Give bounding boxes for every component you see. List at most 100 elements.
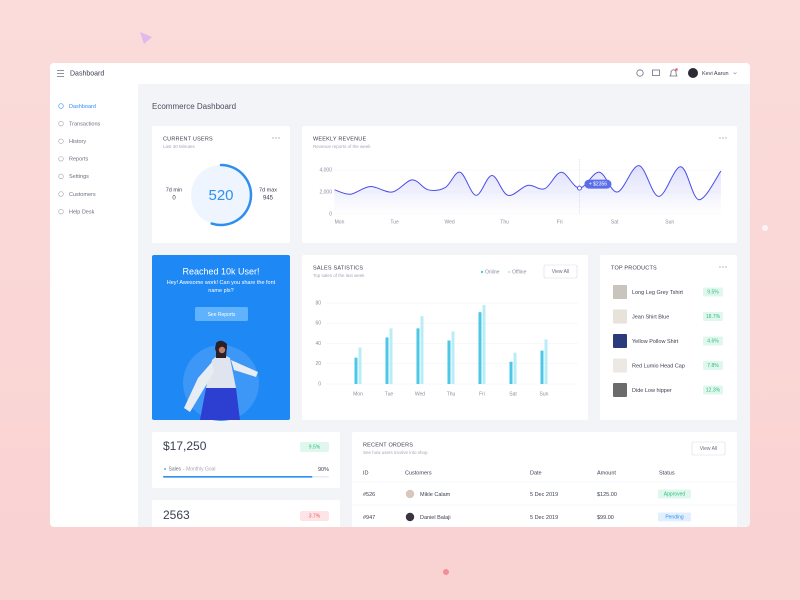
y-tick-label: 40 [315, 341, 321, 347]
app-title: Dashboard [70, 70, 104, 77]
menu-icon[interactable] [58, 173, 64, 179]
annotation-bubble [584, 179, 612, 189]
bar [478, 312, 482, 384]
bar [540, 350, 544, 384]
illustration [183, 340, 259, 421]
legend-marker [480, 270, 484, 274]
status-badge [658, 489, 691, 499]
menu-icon[interactable] [58, 103, 64, 109]
change-badge-label: 3.7% [309, 514, 321, 520]
mail-icon[interactable] [652, 69, 660, 76]
bar [389, 328, 393, 384]
bar [416, 328, 420, 384]
customer-avatar [405, 489, 415, 499]
card-title: WEEKLY REVENUE [313, 136, 366, 142]
user-menu-caret[interactable] [733, 72, 737, 75]
menu-item[interactable]: Transactions [69, 121, 101, 127]
table-cell: $99.00 [597, 515, 614, 521]
view-all-button[interactable] [691, 441, 726, 456]
more-menu[interactable] [272, 137, 280, 139]
x-tick-label: Fri [557, 219, 563, 225]
bar [358, 347, 362, 384]
view-all-label[interactable]: View All [552, 269, 569, 275]
menu-item[interactable]: Dashboard [69, 104, 96, 110]
search-icon[interactable] [636, 69, 644, 77]
card [152, 500, 340, 527]
progress-bar [163, 476, 313, 478]
line-series [334, 165, 722, 201]
x-tick-label: Thu [447, 391, 456, 397]
card-subtitle: Top sales of the last week [313, 273, 365, 278]
menu-item[interactable]: Settings [69, 174, 89, 180]
menu-icon[interactable] [58, 156, 64, 162]
change-badge-label: 9.5% [707, 290, 719, 296]
x-tick-label: Mon [353, 391, 363, 397]
change-badge [300, 442, 329, 452]
product-name[interactable]: Jean Shirt Blue [632, 314, 669, 320]
x-tick-label: Wed [444, 219, 454, 225]
user-name[interactable]: Kevi Aarun [702, 71, 729, 77]
product-name[interactable]: Red Lumio Head Cap [632, 363, 685, 369]
menu-icon[interactable] [57, 70, 64, 77]
table-cell: 5 Dec 2019 [530, 515, 558, 521]
card [600, 255, 737, 420]
y-tick-label: 4,000 [319, 167, 332, 173]
page-title: Ecommerce Dashboard [152, 102, 236, 111]
notification-dot [675, 68, 678, 71]
decoration [762, 225, 768, 231]
table-cell: 5 Dec 2019 [530, 492, 558, 498]
goal-label: Sales [169, 467, 182, 473]
promo-button[interactable] [195, 307, 248, 321]
x-tick-label: Sat [611, 219, 619, 225]
view-all-label[interactable]: View All [700, 446, 717, 452]
more-menu[interactable] [719, 266, 727, 268]
kpi-value: 2563 [163, 508, 190, 522]
product-thumbnail [613, 358, 627, 373]
menu-icon[interactable] [58, 138, 64, 144]
notification-icon[interactable] [669, 69, 678, 77]
bar [544, 339, 548, 384]
product-name[interactable]: Long Leg Grey Tshirt [632, 290, 683, 296]
sidebar [50, 84, 138, 527]
view-all-button[interactable] [543, 264, 578, 279]
product-thumbnail [613, 309, 627, 324]
promo-button-label[interactable]: See Reports [208, 312, 236, 318]
goal-sublabel: - Monthly Goal [183, 467, 216, 473]
change-badge-label: 4.6% [707, 339, 719, 345]
product-name[interactable]: Yellow Pollow Shirt [632, 339, 679, 345]
change-badge-label: 18.7% [706, 314, 721, 320]
menu-item[interactable]: Customers [69, 192, 96, 198]
change-badge-label: 7.8% [707, 363, 719, 369]
customer-avatar [405, 512, 415, 522]
kpi-value: $17,250 [163, 439, 207, 453]
menu-item[interactable]: Reports [69, 157, 89, 163]
line-chart: 0 2,000 4,000 Mon Tue Wed Thu Fri Sat Sun + $2356 [319, 159, 722, 225]
y-tick-label: 80 [315, 300, 321, 306]
status-badge [658, 512, 691, 522]
product-thumbnail [613, 285, 627, 299]
legend-marker [507, 270, 511, 274]
y-tick-label: 20 [315, 361, 321, 367]
gauge-value: 520 [208, 187, 233, 204]
gauge-arc [210, 163, 253, 227]
menu-item[interactable]: History [69, 139, 86, 145]
bar [447, 340, 451, 384]
x-tick-label: Sun [540, 391, 549, 397]
product-name[interactable]: Dide Low hipper [632, 388, 672, 394]
card-subtitle: See how users involve into shop [363, 450, 428, 455]
more-menu[interactable] [719, 137, 727, 139]
user-avatar[interactable] [688, 68, 698, 78]
menu-item[interactable]: Help Desk [69, 209, 95, 215]
bar [451, 331, 455, 384]
column-header: Status [659, 470, 675, 476]
menu-icon[interactable] [58, 120, 64, 127]
x-tick-label: Sun [665, 219, 674, 225]
change-badge [703, 361, 723, 370]
decoration [140, 32, 152, 44]
menu-icon[interactable] [58, 191, 64, 197]
bar [513, 352, 517, 384]
status-label: Approved [664, 492, 686, 498]
menu-icon[interactable] [58, 209, 64, 215]
